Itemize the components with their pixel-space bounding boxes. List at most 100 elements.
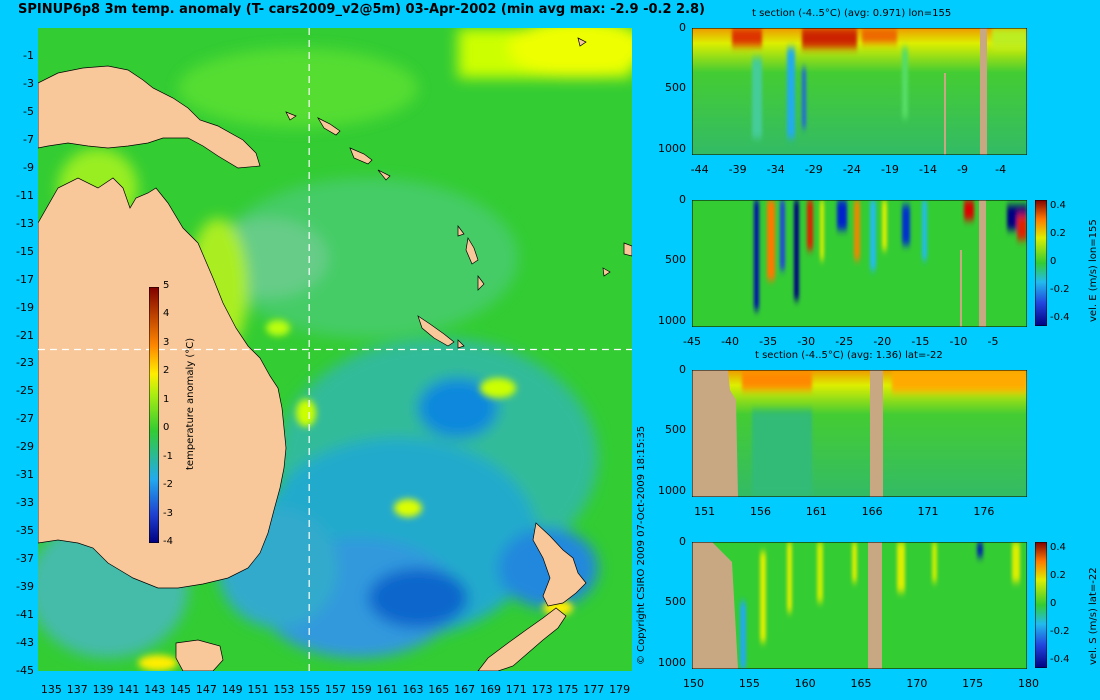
map-y-tick: -21 xyxy=(16,328,34,342)
panel3-plot xyxy=(692,370,1027,497)
panel4-colorbar-label: vel. S (m/s) lat=-22 xyxy=(1088,567,1099,665)
map-y-tick: -43 xyxy=(16,636,34,650)
panel4-x-tick: 150 xyxy=(683,677,704,690)
panel2-land xyxy=(979,200,986,327)
map-x-tick: 147 xyxy=(195,683,217,696)
panel4-colorbar xyxy=(1035,542,1047,668)
map-colorbar-label: temperature anomaly (°C) xyxy=(185,337,196,470)
panel4-colorbar-tick: -0.2 xyxy=(1050,626,1070,637)
panel3-x-tick: 171 xyxy=(917,505,939,518)
map-colorbar-tick: -1 xyxy=(163,450,173,462)
panel1-x-tick: -34 xyxy=(766,163,785,176)
map-x-tick: 143 xyxy=(144,683,166,696)
map-x-tick: 153 xyxy=(273,683,295,696)
map-y-tick: -41 xyxy=(16,608,34,622)
panel1-y-tick: 1000 xyxy=(658,141,686,155)
map-y-tick: -3 xyxy=(23,76,34,90)
panel4-plot xyxy=(692,542,1027,669)
panel2-x-tick: -25 xyxy=(835,335,854,348)
map-colorbar-tick: -3 xyxy=(163,507,173,519)
map-y-tick: -19 xyxy=(16,300,34,314)
panel3-y-tick: 1000 xyxy=(658,483,686,497)
map-x-tick: 135 xyxy=(40,683,62,696)
map-x-tick: 157 xyxy=(325,683,346,696)
map-x-tick: 161 xyxy=(376,683,398,696)
map-x-tick: 175 xyxy=(557,683,579,696)
panel1-x-tick: -24 xyxy=(842,163,861,176)
panel2-x-tick: -5 xyxy=(987,335,999,348)
map-x-tick: 145 xyxy=(170,683,192,696)
map-y-tick: -33 xyxy=(16,496,34,510)
panel4-colorbar-tick: 0 xyxy=(1050,598,1057,609)
panel2-x-tick: -15 xyxy=(911,335,930,348)
panel3-y-tick: 0 xyxy=(679,363,686,376)
panel1-y-tick: 500 xyxy=(665,81,686,95)
map-y-tick: -13 xyxy=(16,216,34,230)
map-colorbar-tick: 3 xyxy=(163,336,170,348)
panel4-land xyxy=(692,542,738,669)
panel4-colorbar-tick: 0.4 xyxy=(1050,542,1066,553)
map-y-tick: -39 xyxy=(16,580,34,594)
map-x-tick: 151 xyxy=(247,683,269,696)
panel2-colorbar-tick: -0.4 xyxy=(1050,312,1070,323)
panel3-x-tick: 156 xyxy=(750,505,771,518)
copyright-text: © Copyright CSIRO 2009 07-Oct-2009 18:15… xyxy=(636,425,647,665)
panel1-x-tick: -9 xyxy=(957,163,969,176)
map-y-tick: -45 xyxy=(16,664,34,677)
map-y-tick: -17 xyxy=(16,272,34,286)
map-x-tick: 171 xyxy=(505,683,527,696)
map-y-tick: -15 xyxy=(16,244,34,258)
map-y-tick: -31 xyxy=(16,468,34,482)
map-y-tick: -37 xyxy=(16,552,34,566)
panel4-y-tick: 0 xyxy=(679,535,686,548)
map-plot xyxy=(38,28,632,671)
panel2-x-tick: -35 xyxy=(759,335,778,348)
map-y-tick: -25 xyxy=(16,384,34,398)
map-x-tick: 165 xyxy=(428,683,450,696)
map-x-tick: 163 xyxy=(402,683,424,696)
panel3-x-tick: 161 xyxy=(805,505,827,518)
panel2-x-tick: -30 xyxy=(797,335,816,348)
map-y-tick: -29 xyxy=(16,440,34,454)
map-y-tick: -5 xyxy=(23,104,34,118)
panel2-colorbar-label: vel. E (m/s) lon=155 xyxy=(1088,219,1099,322)
panel4-y-tick: 500 xyxy=(665,595,686,609)
map-x-tick: 137 xyxy=(66,683,88,696)
map-colorbar-tick: -2 xyxy=(163,479,173,491)
map-x-tick: 155 xyxy=(299,683,321,696)
panel2-colorbar-tick: 0 xyxy=(1050,256,1057,267)
map-colorbar xyxy=(149,287,159,543)
panel2-x-tick: -20 xyxy=(873,335,892,348)
panel2-y-tick: 500 xyxy=(665,253,686,267)
map-colorbar-tick: 4 xyxy=(163,308,170,320)
panel4-x-tick: 165 xyxy=(850,677,872,690)
panel4-x-tick: 170 xyxy=(906,677,928,690)
map-anomaly-field xyxy=(38,28,632,658)
map-colorbar-tick: 2 xyxy=(163,365,170,377)
panel1-title: t section (-4..5°C) (avg: 0.971) lon=155 xyxy=(752,8,952,19)
panel2-x-tick: -40 xyxy=(721,335,740,348)
map-x-tick: 179 xyxy=(609,683,631,696)
panel3-x-tick: 151 xyxy=(694,505,716,518)
map-x-tick: 159 xyxy=(350,683,372,696)
panel1-x-tick: -19 xyxy=(880,163,899,176)
panel4-x-tick: 160 xyxy=(794,677,816,690)
map-x-tick: 177 xyxy=(583,683,605,696)
map-colorbar-tick: 0 xyxy=(163,422,170,434)
panel2-x-tick: -45 xyxy=(683,335,701,348)
map-colorbar-tick: 5 xyxy=(163,280,170,291)
panel1-y-tick: 0 xyxy=(679,21,686,34)
panel3-title: t section (-4..5°C) (avg: 1.36) lat=-22 xyxy=(755,350,943,361)
panel4-colorbar-tick: 0.2 xyxy=(1050,570,1066,581)
panel2-x-tick: -10 xyxy=(949,335,968,348)
panel1-x-tick: -4 xyxy=(995,163,1007,176)
panel4-y-tick: 1000 xyxy=(658,655,686,669)
panel4-colorbar-tick: -0.4 xyxy=(1050,654,1070,665)
panel3-y-tick: 500 xyxy=(665,423,686,437)
map-crosshair xyxy=(38,28,632,671)
panel2-colorbar-tick: -0.2 xyxy=(1050,284,1070,295)
map-colorbar-tick: 1 xyxy=(163,393,170,405)
map-x-tick: 139 xyxy=(92,683,114,696)
map-x-tick: 173 xyxy=(531,683,553,696)
panel1-x-tick: -44 xyxy=(690,163,709,176)
